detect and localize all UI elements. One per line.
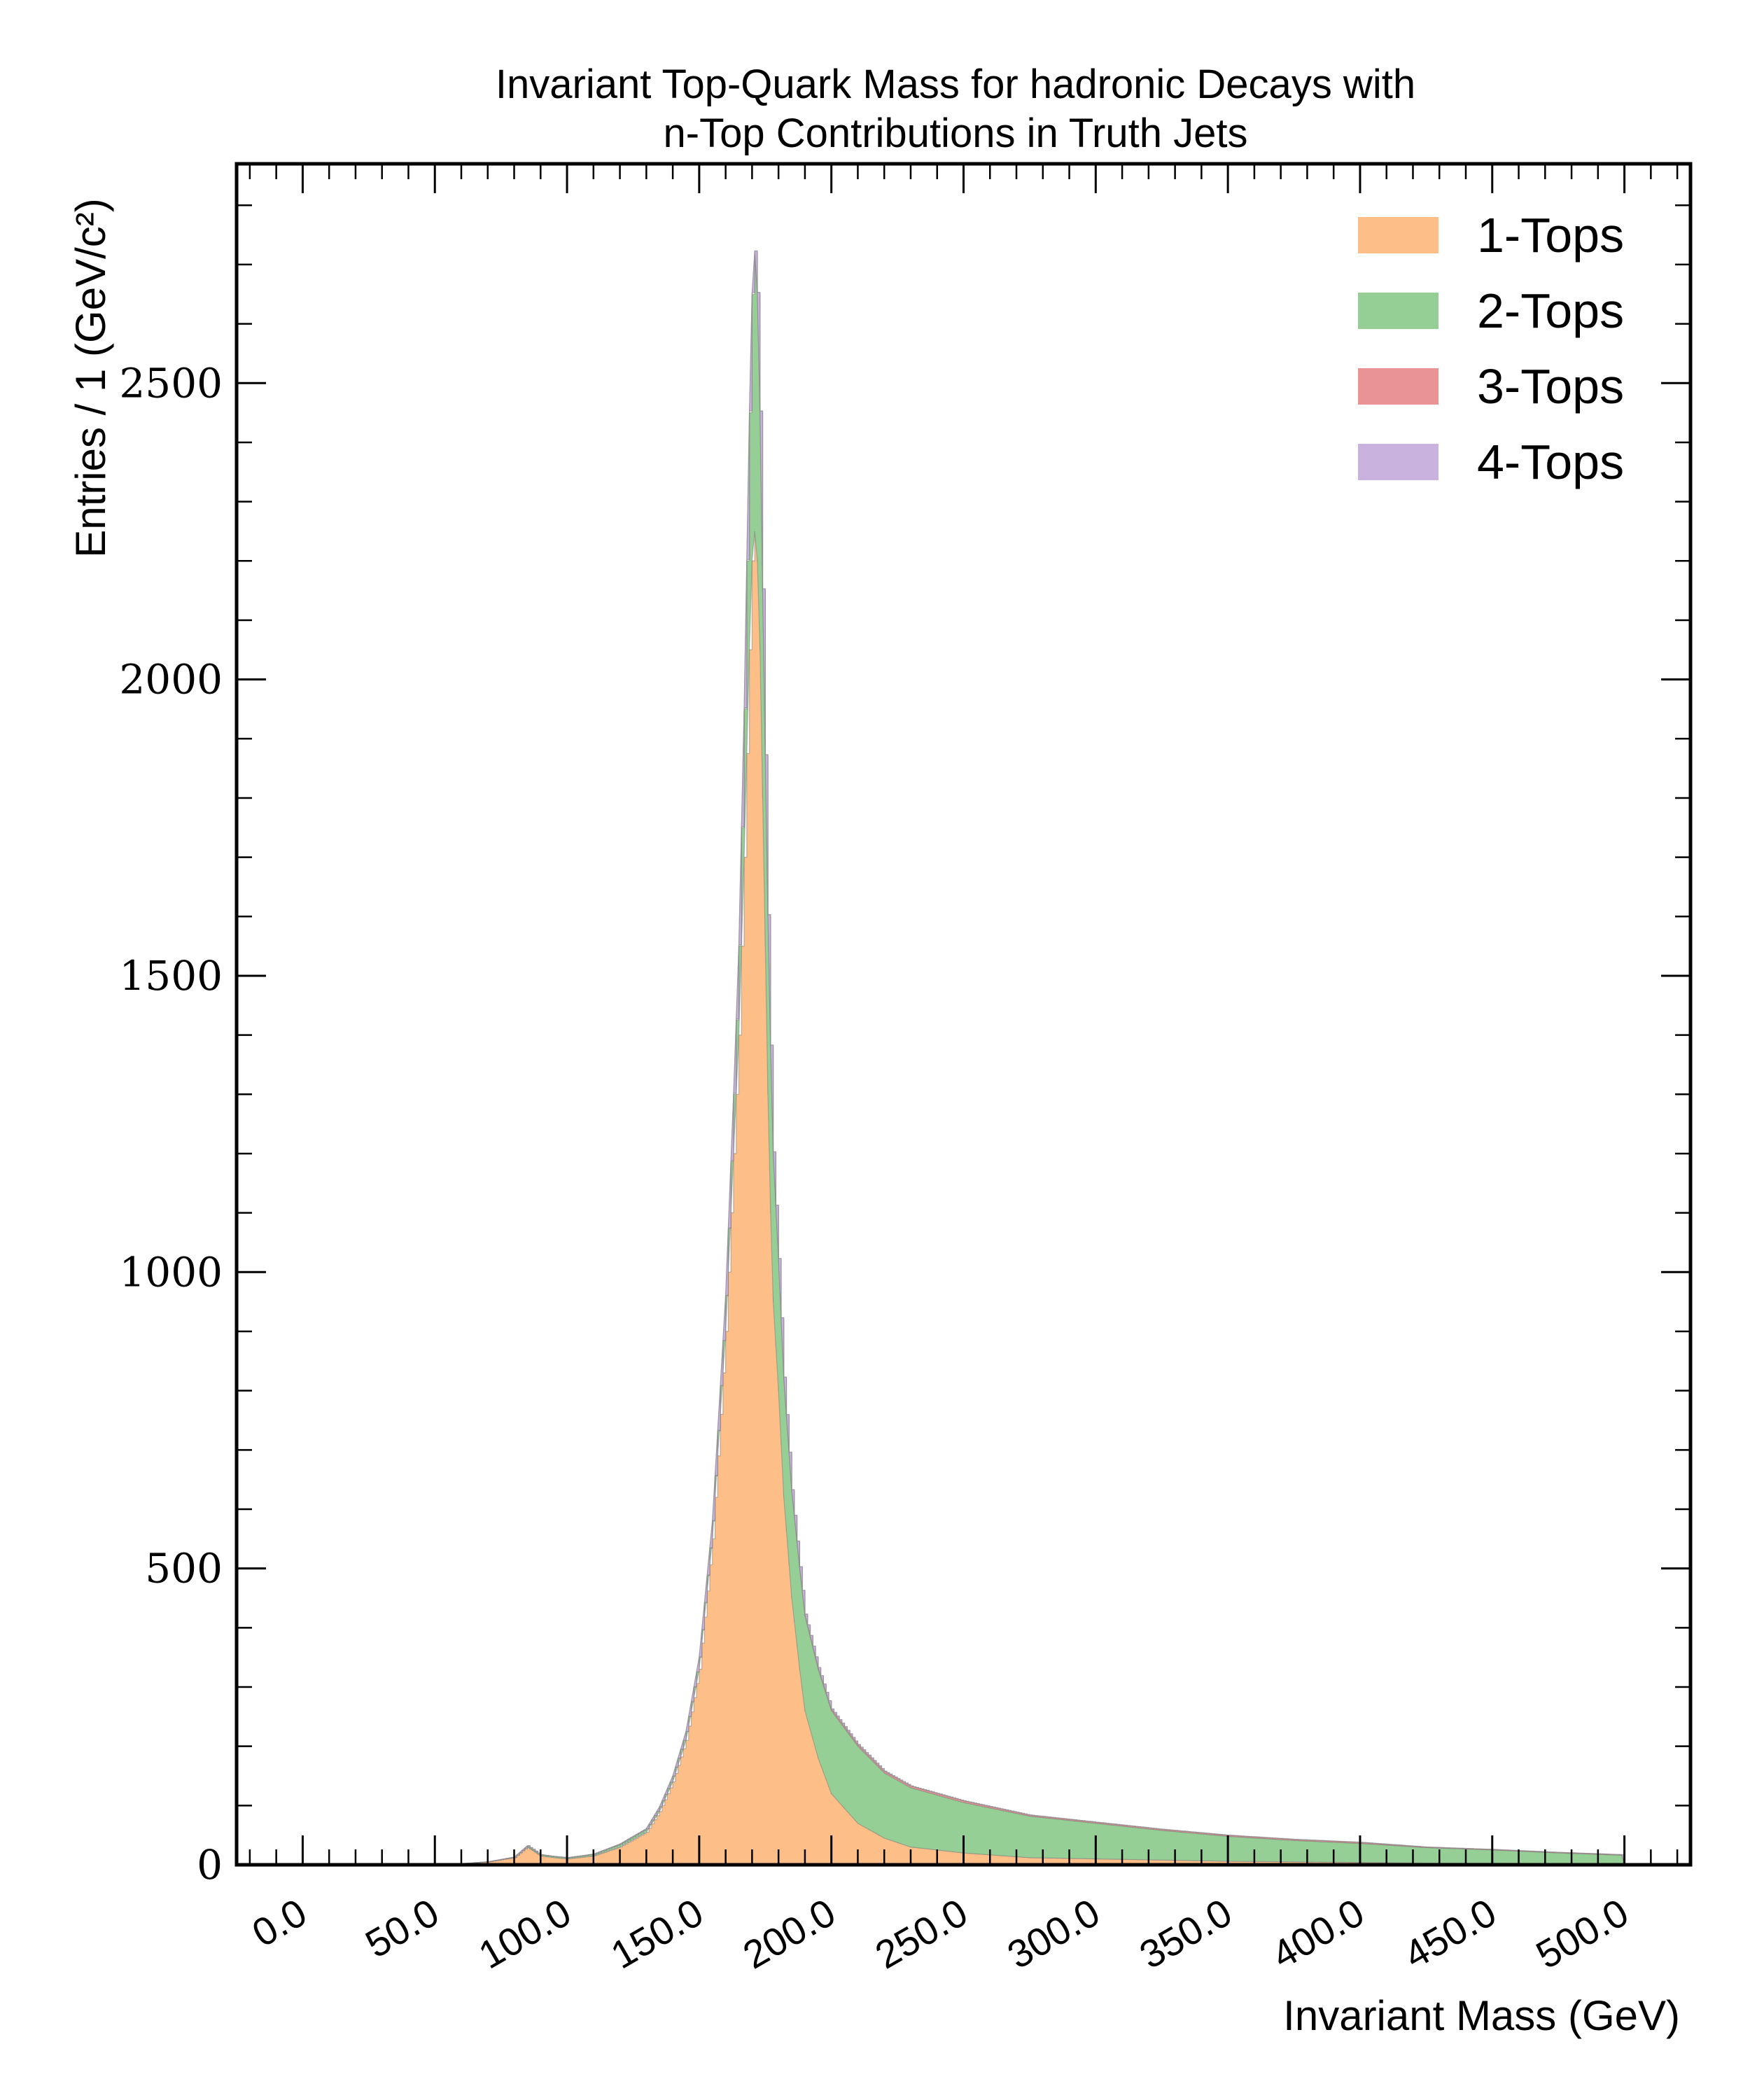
legend-label: 1-Tops [1477, 208, 1624, 262]
x-tick-label: 250.0 [868, 1890, 975, 1977]
chart-title-line-1: Invariant Top-Quark Mass for hadronic De… [496, 62, 1415, 107]
x-tick-label: 450.0 [1396, 1890, 1504, 1977]
legend-label: 2-Tops [1477, 284, 1624, 338]
plot-frame [234, 162, 1693, 1867]
series-area-3-tops [461, 250, 1625, 1865]
axis-tick-labels: 0.0 50.0 100.0 150.0 200.0 250.0 300.0 350.0 400… [119, 359, 1635, 1977]
legend: 1-Tops 2-Tops 3-Tops 4-Tops [1358, 208, 1624, 489]
legend-swatch [1358, 293, 1438, 329]
x-tick-label: 100.0 [471, 1890, 578, 1977]
series-area-4-tops [461, 250, 1625, 1865]
histogram-bars [461, 250, 1625, 1865]
chart-title: Invariant Top-Quark Mass for hadronic De… [496, 62, 1415, 156]
y-tick-label: 2000 [119, 656, 223, 704]
y-axis-label: Entries / 1 (GeV/c²) [67, 198, 114, 557]
legend-swatch [1358, 444, 1438, 480]
chart-title-line-2: n-Top Contributions in Truth Jets [664, 111, 1248, 156]
y-tick-label: 0 [197, 1841, 223, 1889]
legend-swatch [1358, 217, 1438, 253]
x-tick-label: 150.0 [603, 1890, 710, 1977]
legend-label: 4-Tops [1477, 435, 1624, 489]
x-tick-label: 300.0 [1000, 1890, 1107, 1977]
axis-ticks [237, 164, 1690, 1866]
series-area-1-tops [461, 531, 1625, 1865]
x-tick-label: 350.0 [1132, 1890, 1239, 1977]
y-tick-label: 1500 [119, 952, 223, 1000]
x-axis-label: Invariant Mass (GeV) [1283, 1992, 1680, 2039]
x-tick-label: 400.0 [1264, 1890, 1371, 1977]
x-tick-label: 200.0 [736, 1890, 843, 1977]
x-tick-label: 0.0 [244, 1890, 314, 1955]
legend-swatch [1358, 368, 1438, 405]
series-area-2-tops [461, 252, 1625, 1865]
x-tick-label: 500.0 [1529, 1890, 1636, 1977]
y-tick-label: 2500 [119, 359, 223, 407]
x-tick-label: 50.0 [358, 1890, 446, 1966]
y-tick-label: 1000 [119, 1248, 223, 1296]
legend-label: 3-Tops [1477, 359, 1624, 414]
y-tick-label: 500 [145, 1545, 223, 1592]
